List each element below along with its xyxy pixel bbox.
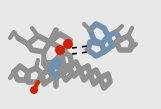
Circle shape bbox=[63, 39, 73, 49]
Circle shape bbox=[30, 86, 38, 94]
Circle shape bbox=[54, 58, 62, 66]
Circle shape bbox=[55, 45, 65, 55]
Circle shape bbox=[78, 42, 86, 50]
Circle shape bbox=[46, 52, 54, 60]
